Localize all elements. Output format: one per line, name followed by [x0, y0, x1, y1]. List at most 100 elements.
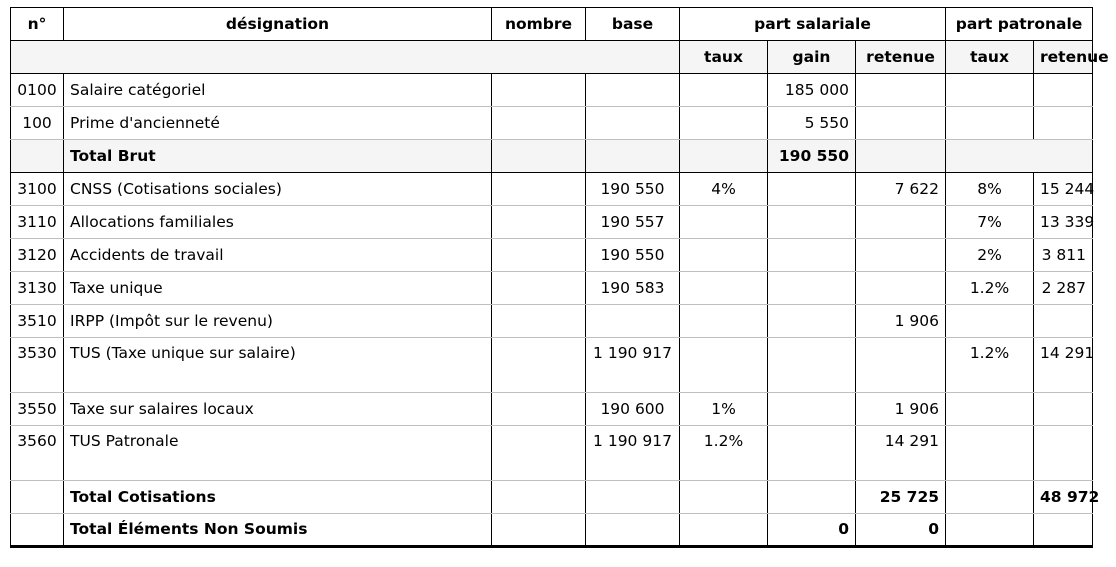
table-row: Total Éléments Non Soumis 0 0	[10, 513, 1094, 548]
table-row: 3100 CNSS (Cotisations sociales) 190 550 4%…	[10, 172, 1094, 206]
header-nombre: nombre	[491, 7, 586, 41]
cell-base	[585, 139, 680, 173]
cell-no	[10, 139, 64, 173]
cell-retenue-patronale	[1033, 106, 1094, 140]
table-row: 100 Prime d'ancienneté 5 550	[10, 106, 1094, 140]
cell-designation: Total Cotisations	[63, 480, 492, 514]
cell-retenue: 1 906	[854, 304, 947, 338]
cell-no: 3100	[10, 172, 64, 206]
cell-base: 1 190 917	[585, 425, 680, 481]
cell-taux	[679, 205, 768, 239]
cell-taux-patronal	[945, 425, 1035, 481]
cell-taux-patronal	[945, 480, 1035, 514]
cell-taux-patronal	[945, 392, 1035, 426]
header-row-1: n° désignation nombre base part salarial…	[10, 7, 1094, 41]
cell-taux	[679, 271, 768, 305]
table-row: 3560 TUS Patronale 1 190 917 1.2% 14 291	[10, 425, 1094, 481]
cell-retenue-patronale	[1033, 73, 1094, 107]
header-gain: gain	[767, 40, 856, 74]
table-row: 3550 Taxe sur salaires locaux 190 600 1% 1 9…	[10, 392, 1094, 426]
cell-gain: 0	[767, 513, 856, 548]
cell-taux	[679, 513, 768, 548]
cell-gain: 190 550	[767, 139, 856, 173]
cell-taux-patronal	[945, 304, 1035, 338]
cell-retenue	[854, 205, 947, 239]
cell-retenue	[854, 337, 947, 393]
cell-retenue-patronale	[1033, 392, 1094, 426]
cell-retenue: 7 622	[854, 172, 947, 206]
cell-no: 3560	[10, 425, 64, 481]
cell-gain: 5 550	[767, 106, 856, 140]
cell-gain	[767, 172, 856, 206]
header-spacer	[10, 40, 680, 74]
cell-base	[585, 106, 680, 140]
cell-designation: Taxe unique	[63, 271, 492, 305]
table-row: 3120 Accidents de travail 190 550 2% 3 811	[10, 238, 1094, 272]
cell-no: 0100	[10, 73, 64, 107]
cell-retenue-patronale	[1033, 304, 1094, 338]
cell-nombre	[491, 513, 586, 548]
cell-taux	[679, 139, 768, 173]
cell-taux-patronal	[945, 139, 1094, 173]
cell-base: 190 550	[585, 172, 680, 206]
cell-taux-patronal	[945, 513, 1035, 548]
cell-designation: Salaire catégoriel	[63, 73, 492, 107]
cell-designation: IRPP (Impôt sur le revenu)	[63, 304, 492, 338]
header-part-patronale: part patronale	[945, 7, 1094, 41]
header-row-2: taux gain retenue taux retenue	[10, 40, 1109, 74]
cell-designation: Total Éléments Non Soumis	[63, 513, 492, 548]
cell-no: 100	[10, 106, 64, 140]
header-no: n°	[10, 7, 64, 41]
cell-gain	[767, 205, 856, 239]
cell-nombre	[491, 73, 586, 107]
cell-base: 190 600	[585, 392, 680, 426]
header-taux: taux	[679, 40, 768, 74]
header-retenue-patronale: retenue	[1033, 40, 1109, 74]
cell-designation: Accidents de travail	[63, 238, 492, 272]
cell-base	[585, 304, 680, 338]
cell-gain	[767, 337, 856, 393]
table-row: Total Brut 190 550	[10, 139, 1094, 173]
cell-designation: TUS (Taxe unique sur salaire)	[63, 337, 492, 393]
cell-taux	[679, 238, 768, 272]
table-row: 3110 Allocations familiales 190 557 7% 13 33…	[10, 205, 1094, 239]
cell-nombre	[491, 205, 586, 239]
cell-designation: CNSS (Cotisations sociales)	[63, 172, 492, 206]
cell-taux-patronal: 1.2%	[945, 337, 1035, 393]
table-row: Total Cotisations 25 725 48 972	[10, 480, 1099, 514]
cell-taux	[679, 337, 768, 393]
cell-taux	[679, 304, 768, 338]
cell-base	[585, 73, 680, 107]
cell-retenue-patronale: 13 339	[1033, 205, 1094, 239]
cell-retenue	[854, 238, 947, 272]
cell-nombre	[491, 106, 586, 140]
cell-no: 3120	[10, 238, 64, 272]
header-part-salariale: part salariale	[678, 7, 947, 41]
cell-retenue: 1 906	[854, 392, 947, 426]
cell-nombre	[491, 304, 586, 338]
cell-taux-patronal: 2%	[945, 238, 1035, 272]
table-row: 3130 Taxe unique 190 583 1.2% 2 287	[10, 271, 1094, 305]
cell-designation: Allocations familiales	[63, 205, 492, 239]
cell-gain: 185 000	[767, 73, 856, 107]
cell-taux: 4%	[679, 172, 768, 206]
cell-taux-patronal: 7%	[945, 205, 1035, 239]
cell-taux: 1%	[679, 392, 768, 426]
cell-designation: Prime d'ancienneté	[63, 106, 492, 140]
cell-taux-patronal	[945, 106, 1035, 140]
cell-nombre	[491, 480, 586, 514]
cell-taux-patronal: 8%	[945, 172, 1035, 206]
cell-nombre	[491, 337, 586, 393]
cell-nombre	[491, 392, 586, 426]
cell-taux: 1.2%	[679, 425, 768, 481]
header-base: base	[585, 7, 680, 41]
cell-retenue-patronale: 15 244	[1033, 172, 1094, 206]
cell-no: 3530	[10, 337, 64, 393]
cell-nombre	[491, 271, 586, 305]
cell-nombre	[491, 172, 586, 206]
cell-retenue-patronale: 3 811	[1033, 238, 1094, 272]
cell-base: 190 557	[585, 205, 680, 239]
cell-no: 3130	[10, 271, 64, 305]
cell-taux-patronal	[945, 73, 1035, 107]
cell-retenue	[854, 73, 947, 107]
